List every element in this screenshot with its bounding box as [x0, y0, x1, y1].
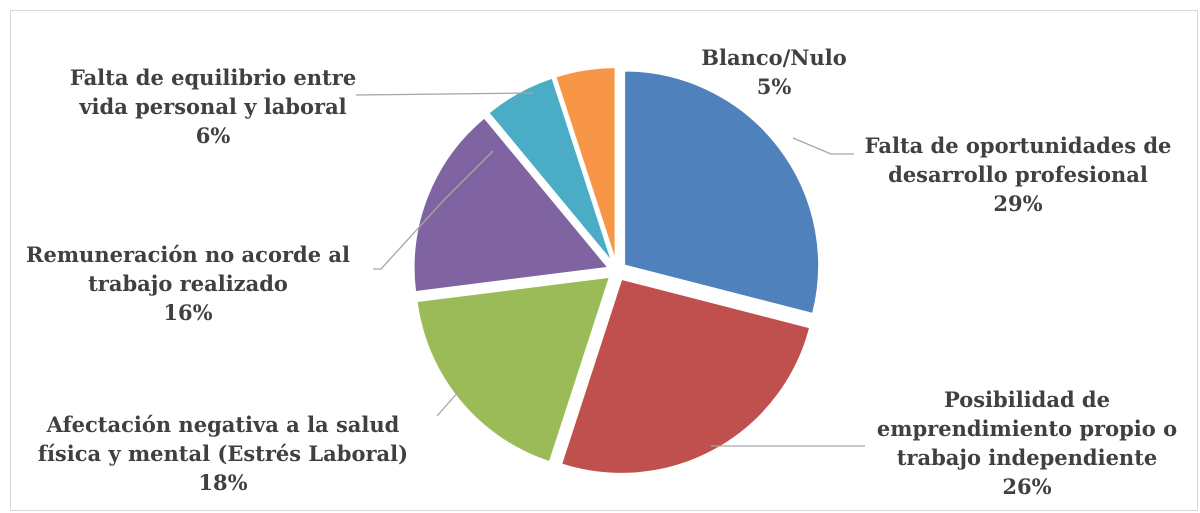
slice-salud: [415, 275, 612, 464]
data-label-remuneracion: Remuneración no acorde al trabajo realiz…: [26, 242, 350, 325]
leader-line-equilibrio: [355, 92, 534, 96]
leader-line-remuneracion: [373, 150, 494, 270]
data-label-emprendimiento: Posibilidad de emprendimiento propio o t…: [876, 387, 1178, 499]
leader-line-oportunidades: [792, 137, 854, 155]
slice-emprendimiento: [559, 277, 812, 475]
slice-remuneracion: [412, 116, 611, 294]
slice-equilibrio: [486, 76, 614, 264]
slice-blanco-nulo: [554, 66, 617, 263]
pie-chart: [355, 66, 865, 475]
leader-line-salud: [436, 390, 460, 417]
chart-area: Blanco/Nulo 5% Falta de oportunidades de…: [10, 10, 1198, 511]
data-label-blanco-nulo: Blanco/Nulo 5%: [701, 45, 847, 99]
data-label-oportunidades: Falta de oportunidades de desarrollo pro…: [864, 133, 1172, 216]
data-label-salud: Afectación negativa a la salud física y …: [37, 412, 409, 495]
data-label-equilibrio: Falta de equilibrio entre vida personal …: [69, 65, 357, 148]
slice-oportunidades: [623, 69, 821, 316]
